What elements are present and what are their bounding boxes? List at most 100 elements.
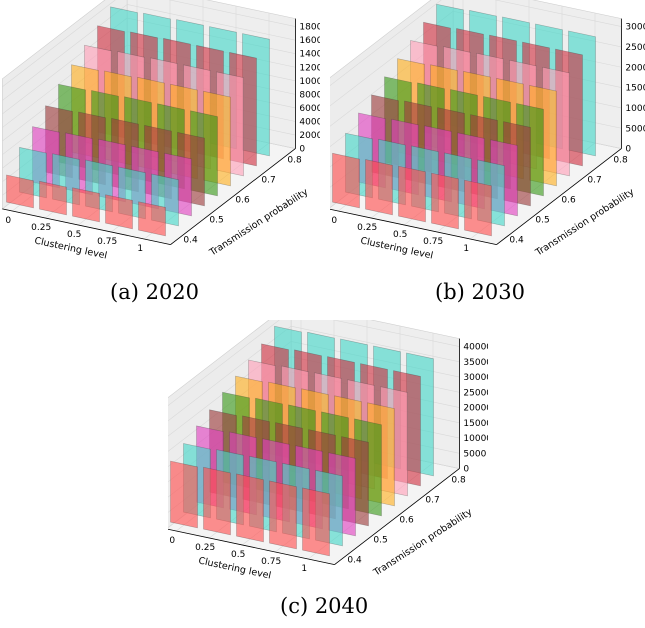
- x-tick-label: 0.25: [195, 543, 215, 553]
- gridline-z: [168, 0, 296, 27]
- caption-2030: (b) 2030: [435, 280, 525, 304]
- z-tick-label: 20000: [463, 404, 488, 414]
- gridline-z: [2, 0, 116, 88]
- x-tick-label: 1: [301, 564, 307, 574]
- bar: [39, 180, 67, 216]
- y-tick-label: 0.8: [287, 156, 302, 166]
- z-tick-label: 10000: [463, 434, 488, 444]
- bars: [332, 3, 596, 237]
- z-tick-label: 30000: [625, 23, 645, 33]
- x-tick-label: 0.5: [67, 230, 81, 240]
- bars: [170, 325, 434, 557]
- z-tick-label: 0: [463, 465, 469, 475]
- z-tick-label: 25000: [625, 43, 645, 53]
- z-tick-label: 35000: [463, 358, 488, 368]
- x-tick-label: 0: [5, 216, 11, 226]
- z-tick-label: 20000: [625, 63, 645, 73]
- y-tick-label: 0.5: [373, 536, 387, 546]
- gridline-z: [168, 320, 280, 406]
- x-tick-label: 0: [169, 536, 175, 546]
- z-tick-label: 14000: [299, 50, 320, 60]
- x-tick-label: 0.5: [231, 550, 245, 560]
- bar: [72, 187, 100, 223]
- axis-lines: [2, 18, 296, 245]
- y-tick-label: 0.6: [561, 196, 576, 206]
- y-tick-label: 0.6: [235, 196, 250, 206]
- x-axis-line: [168, 528, 335, 565]
- gridline-z: [494, 0, 622, 27]
- y-tick-label: 0.5: [209, 216, 223, 226]
- gridline-z: [330, 0, 442, 86]
- y-tick-label: 0.6: [399, 516, 414, 526]
- z-tick-label: 10000: [299, 77, 320, 87]
- x-tick-label: 0: [331, 216, 337, 226]
- y-axis-line: [170, 148, 296, 245]
- bar: [398, 165, 426, 223]
- y-tick-label: 0.7: [587, 176, 601, 186]
- z-tick-label: 4000: [299, 117, 320, 127]
- gridline-z: [332, 320, 460, 347]
- gridline-z: [127, 4, 296, 41]
- chart-2030: 00.250.50.7510.40.50.60.70.8050001000015…: [330, 0, 645, 262]
- x-tick-label: 0.25: [357, 223, 377, 233]
- x-tick-label: 0.25: [31, 223, 51, 233]
- y-tick-label: 0.4: [183, 236, 198, 246]
- bar: [170, 460, 198, 529]
- z-tick-label: 6000: [299, 104, 320, 114]
- caption-2040: (c) 2040: [280, 594, 369, 618]
- y-tick-label: 0.7: [425, 496, 439, 506]
- bar: [332, 152, 360, 209]
- y-axis-line: [496, 148, 622, 245]
- y-tick-label: 0.5: [535, 216, 549, 226]
- z-tick-label: 18000: [299, 23, 320, 33]
- axis-lines: [330, 18, 622, 245]
- chart-2040: 00.250.50.7510.40.50.60.70.8050001000015…: [168, 320, 488, 582]
- bar: [138, 201, 166, 237]
- bar: [6, 174, 34, 209]
- x-tick-label: 0.75: [261, 557, 281, 567]
- bar: [302, 487, 330, 557]
- chart-panel-2040: 00.250.50.7510.40.50.60.70.8050001000015…: [168, 320, 488, 582]
- chart-2020: 00.250.50.7510.40.50.60.70.8020004000600…: [1, 0, 320, 262]
- z-tick-label: 16000: [299, 36, 320, 46]
- y-tick-label: 0.8: [451, 476, 466, 486]
- z-tick-label: 25000: [463, 388, 488, 398]
- z-tick-label: 15000: [463, 419, 488, 429]
- y-axis-line: [334, 468, 460, 565]
- tick-labels: 00.250.50.7510.40.50.60.70.8050001000015…: [331, 23, 645, 254]
- x-axis-line: [330, 208, 497, 245]
- z-tick-label: 8000: [299, 90, 320, 100]
- x-tick-label: 0.5: [393, 230, 407, 240]
- bars: [6, 6, 270, 237]
- x-tick-label: 0.75: [97, 237, 117, 247]
- bar: [431, 172, 459, 230]
- z-tick-label: 2000: [299, 131, 320, 141]
- chart-panel-2020: 0 0.25 0.5 0.75 1 0.4 0.5 0.6 0.7 0.8 0 2000 4000 600…: [0, 0, 320, 262]
- bar: [269, 480, 297, 550]
- x-tick-label: 1: [463, 244, 469, 254]
- bar: [203, 466, 231, 536]
- axis-lines: [168, 338, 460, 565]
- y-tick-label: 0.7: [261, 176, 275, 186]
- y-tick-label: 0.4: [509, 236, 524, 246]
- z-tick-label: 10000: [625, 104, 645, 114]
- z-tick-label: 0: [299, 145, 305, 155]
- tick-labels: 00.250.50.7510.40.50.60.70.8020004000600…: [5, 23, 320, 254]
- x-axis-line: [2, 208, 171, 245]
- y-tick-label: 0.4: [347, 556, 362, 566]
- caption-2020: (a) 2020: [110, 280, 200, 304]
- gridline-z: [291, 325, 460, 363]
- y-tick-label: 0.8: [613, 156, 628, 166]
- bar: [105, 194, 133, 230]
- z-tick-label: 15000: [625, 84, 645, 94]
- x-tick-label: 1: [137, 244, 143, 254]
- gridline-z: [168, 325, 292, 422]
- z-tick-label: 30000: [463, 373, 488, 383]
- z-tick-label: 12000: [299, 63, 320, 73]
- z-tick-label: 0: [625, 145, 631, 155]
- bar: [464, 179, 492, 237]
- bar: [236, 473, 264, 543]
- z-tick-label: 40000: [463, 343, 488, 353]
- chart-panel-2030: 00.250.50.7510.40.50.60.70.8050001000015…: [330, 0, 645, 262]
- gridline-z: [2, 4, 128, 101]
